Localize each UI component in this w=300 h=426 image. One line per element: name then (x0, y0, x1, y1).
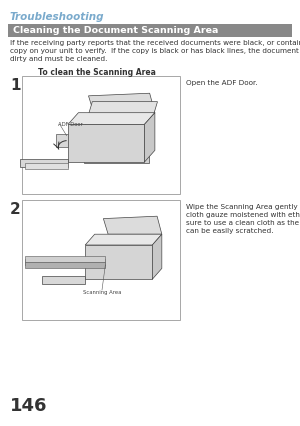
Polygon shape (25, 163, 68, 169)
Polygon shape (42, 276, 85, 284)
Bar (8, 24, 292, 37)
Text: Wipe the Scanning Area gently with a soft
cloth gauze moistened with ethyl alcoh: Wipe the Scanning Area gently with a sof… (186, 204, 300, 234)
Text: Scanning Area: Scanning Area (83, 290, 121, 295)
Polygon shape (68, 113, 155, 124)
Polygon shape (152, 234, 162, 279)
Polygon shape (88, 93, 155, 113)
Polygon shape (68, 124, 145, 162)
Polygon shape (85, 234, 162, 245)
Text: 2: 2 (10, 202, 21, 217)
Bar (22, 200, 180, 320)
Text: To clean the Scanning Area: To clean the Scanning Area (38, 68, 156, 77)
Polygon shape (145, 113, 155, 162)
Polygon shape (103, 216, 162, 234)
Polygon shape (56, 134, 68, 147)
Text: ADF Door: ADF Door (58, 122, 83, 127)
Text: If the receiving party reports that the received documents were black, or contai: If the receiving party reports that the … (10, 40, 300, 62)
Polygon shape (84, 131, 149, 163)
Polygon shape (25, 256, 105, 262)
Text: 1: 1 (10, 78, 20, 93)
Text: Troubleshooting: Troubleshooting (10, 12, 104, 22)
Text: Cleaning the Document Scanning Area: Cleaning the Document Scanning Area (13, 26, 218, 35)
Bar (22, 76, 180, 194)
Polygon shape (25, 259, 105, 265)
Text: 146: 146 (10, 397, 47, 415)
Text: Open the ADF Door.: Open the ADF Door. (186, 80, 258, 86)
Polygon shape (20, 159, 68, 167)
Polygon shape (85, 245, 152, 279)
Polygon shape (25, 262, 105, 268)
Polygon shape (84, 102, 158, 131)
